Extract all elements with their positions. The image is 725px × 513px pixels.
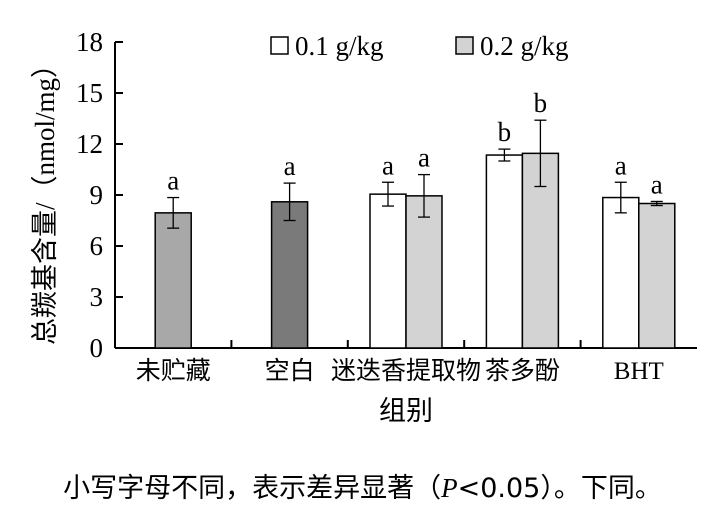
note-text-start: 小写字母不同，表示差异显著（: [63, 473, 442, 504]
y-tick-label: 3: [90, 282, 104, 312]
x-tick-label: 空白: [265, 357, 315, 385]
y-tick-label: 12: [76, 129, 103, 159]
p-symbol: P: [441, 473, 458, 503]
x-tick-label: 未贮藏: [136, 357, 211, 385]
bar-茶多酚-0.1 g/kg: [485, 154, 524, 349]
y-axis-label: 总羰基含量/（nmol/mg）: [30, 51, 60, 345]
legend: 0.1 g/kg 0.2 g/kg: [270, 31, 569, 61]
significance-letter: a: [167, 166, 179, 196]
bar-迷迭香提取物-0.1 g/kg: [369, 193, 407, 349]
y-tick-label: 9: [90, 180, 104, 210]
y-tick-label: 15: [76, 78, 103, 108]
x-axis-label: 组别: [379, 396, 433, 426]
significance-letter: a: [651, 169, 663, 199]
significance-letter: b: [534, 88, 548, 118]
significance-letter: a: [284, 151, 296, 181]
bar-未贮藏: [154, 212, 192, 349]
x-axis: 未贮藏 空白 迷迭香提取物 茶多酚 BHT: [115, 340, 697, 385]
y-tick-label: 18: [76, 27, 103, 57]
x-tick-label: 茶多酚: [485, 357, 560, 385]
bar-BHT-0.1 g/kg: [602, 196, 640, 349]
x-tick-label: 迷迭香提取物: [331, 357, 481, 385]
significance-letter: a: [382, 150, 394, 180]
bar-BHT-0.2 g/kg: [638, 202, 676, 349]
bar-空白: [270, 201, 309, 349]
significance-letter: a: [418, 143, 430, 173]
legend-label: 0.1 g/kg: [295, 31, 384, 61]
note-text-end: <0.05）。下同。: [457, 473, 662, 504]
legend-swatch: [455, 36, 474, 55]
legend-label: 0.2 g/kg: [480, 31, 569, 61]
x-tick-label: BHT: [614, 358, 664, 385]
figure-note: 小写字母不同，表示差异显著（P<0.05）。下同。: [0, 466, 725, 505]
y-axis: 0 3 6 9 12 15 18: [76, 27, 123, 363]
significance-letter: a: [615, 150, 627, 180]
y-tick-label: 6: [90, 231, 104, 261]
y-tick-label: 0: [90, 333, 104, 363]
significance-letter: b: [498, 117, 512, 147]
legend-swatch: [270, 36, 289, 55]
bar-迷迭香提取物-0.2 g/kg: [405, 195, 443, 349]
